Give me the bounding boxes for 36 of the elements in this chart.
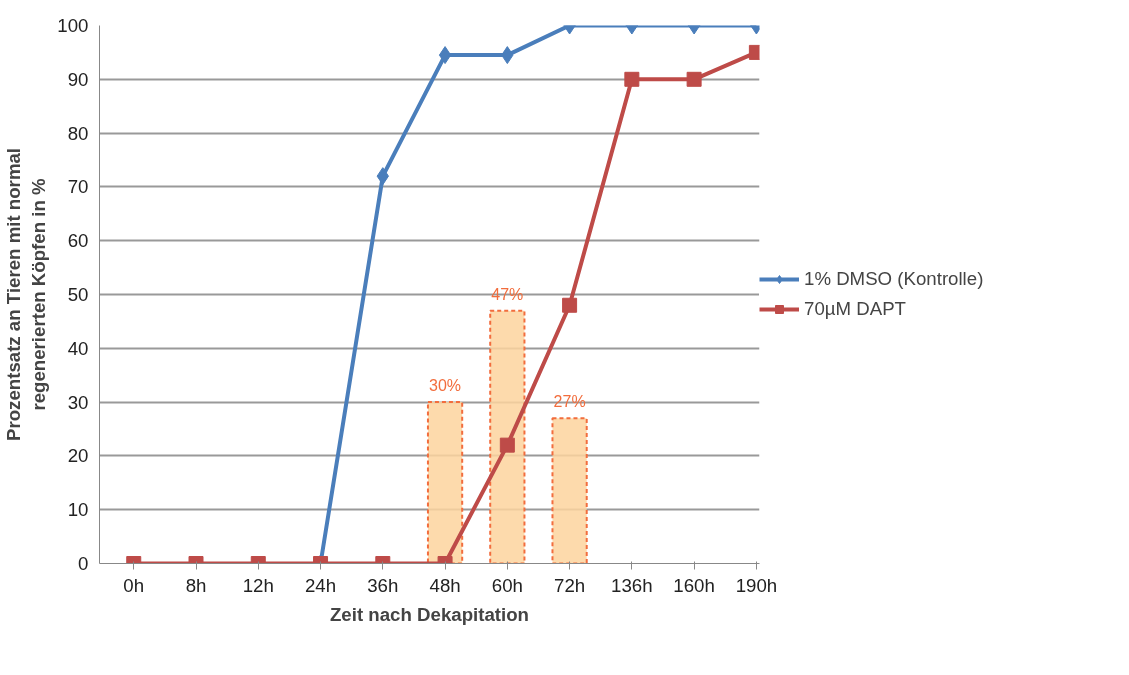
legend-label: 70µM DAPT	[804, 298, 906, 320]
x-tick-label: 72h	[554, 574, 586, 596]
point	[686, 71, 702, 87]
point	[438, 46, 452, 65]
y-tick-label: 40	[67, 337, 89, 359]
y-tick-label: 20	[67, 445, 89, 467]
bar	[489, 309, 526, 564]
y-tick-label: 70	[67, 176, 89, 198]
y-tick-label: 90	[67, 68, 89, 90]
y-tick-label: 30	[67, 391, 89, 413]
point	[624, 71, 640, 87]
data-label: 27%	[553, 393, 586, 411]
data-label: 30%	[429, 377, 462, 395]
y-tick-label: 0	[78, 553, 89, 574]
x-tick-label: 60h	[491, 574, 523, 596]
y-tick-label: 100	[57, 15, 89, 36]
y-tick-label: 60	[67, 230, 89, 252]
y-axis-title: Prozentsatz an Tieren mit normal regenerierten Köpfen in %	[3, 147, 50, 442]
point	[562, 297, 578, 313]
x-tick-label: 190h	[735, 574, 778, 596]
y-tick-label: 10	[67, 499, 89, 521]
x-tick-label: 0h	[123, 574, 145, 596]
x-tick-label: 48h	[429, 574, 461, 596]
x-tick-label: 36h	[367, 574, 399, 596]
y-tick-label: 80	[67, 122, 89, 144]
legend-label: 1% DMSO (Kontrolle)	[804, 268, 984, 290]
bar	[426, 401, 464, 564]
x-axis-title: Zeit nach Dekapitation	[329, 603, 530, 625]
data-label: 47%	[491, 285, 524, 303]
x-tick-label: 8h	[185, 574, 207, 596]
bar	[551, 417, 588, 564]
y-tick-label: 50	[67, 284, 89, 305]
x-tick-label: 160h	[673, 574, 715, 596]
x-tick-label: 24h	[304, 574, 337, 596]
x-tick-label: 12h	[242, 574, 274, 596]
x-tick-label: 136h	[611, 574, 653, 596]
